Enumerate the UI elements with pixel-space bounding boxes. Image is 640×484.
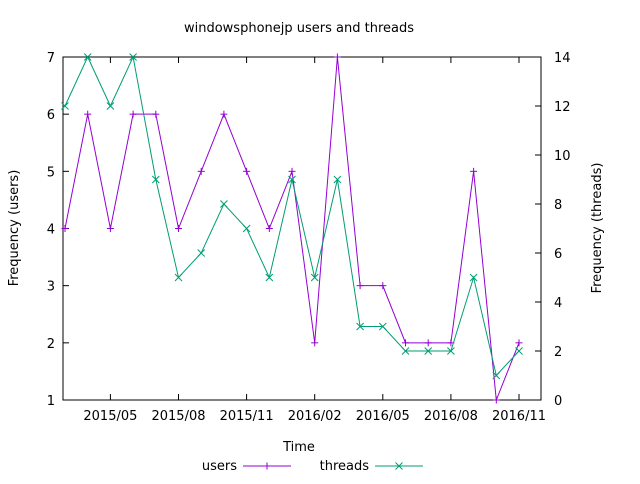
threads-point	[106, 102, 115, 110]
users-point	[311, 339, 319, 347]
threads-point	[515, 347, 523, 355]
plot-frame	[62, 56, 542, 401]
users-point	[152, 110, 160, 118]
legend-label: threads	[320, 459, 370, 474]
users-point	[243, 167, 251, 175]
chart-title: windowsphonejp users and threads	[184, 21, 414, 36]
threads-point	[333, 175, 342, 184]
users-point	[265, 225, 273, 232]
users-point	[197, 167, 205, 175]
threads-point	[197, 249, 206, 257]
y-tick-label: 5	[47, 165, 55, 180]
threads-point	[447, 347, 455, 355]
y2-tick-label: 0	[554, 394, 562, 409]
users-point	[402, 339, 409, 347]
users-point	[470, 167, 478, 175]
threads-line	[64, 55, 520, 377]
threads-point	[265, 273, 274, 282]
y-tick-label: 1	[47, 394, 55, 409]
y2-tick-label: 14	[554, 51, 571, 66]
x-tick-label: 2015/05	[83, 409, 137, 424]
users-point	[356, 282, 364, 290]
users-point	[61, 225, 69, 232]
y2-tick-label: 8	[554, 198, 562, 213]
threads-point	[469, 273, 478, 282]
users-point	[379, 282, 387, 290]
series-threads	[61, 53, 523, 380]
y-tick-label: 6	[47, 108, 55, 123]
users-point	[129, 110, 137, 118]
legend-item-threads: threads	[320, 459, 423, 474]
y-axis-label: Frequency (users)	[7, 170, 22, 287]
y-tick-label: 3	[47, 280, 55, 295]
y-tick-label: 7	[47, 51, 55, 66]
y2-tick-label: 10	[554, 149, 571, 164]
users-point	[288, 167, 296, 175]
y-tick-label: 4	[47, 223, 55, 238]
threads-point	[220, 200, 228, 208]
threads-point	[83, 53, 92, 61]
users-point	[220, 110, 228, 118]
x-axis-label: Time	[282, 440, 315, 455]
threads-point	[151, 175, 160, 184]
y2-tick-label: 2	[554, 345, 562, 360]
threads-point	[401, 347, 410, 355]
users-point	[424, 339, 432, 347]
users-line	[64, 56, 520, 401]
y2-tick-label: 12	[554, 100, 571, 115]
x-tick-label: 2015/08	[151, 409, 205, 424]
users-point	[84, 110, 92, 118]
threads-point	[378, 322, 387, 331]
threads-point	[492, 371, 501, 380]
x-tick-label: 2016/11	[492, 409, 546, 424]
threads-point	[174, 273, 183, 282]
x-tick-label: 2016/05	[356, 409, 410, 424]
x-tick-label: 2016/02	[288, 409, 342, 424]
threads-point	[310, 273, 319, 282]
legend-marker	[263, 462, 271, 470]
legend-item-users: users	[202, 459, 291, 474]
y2-axis-label: Frequency (threads)	[590, 163, 605, 294]
threads-point	[288, 175, 296, 184]
threads-point	[129, 53, 137, 61]
threads-point	[424, 347, 433, 355]
legend-marker	[395, 462, 403, 470]
y-tick-label: 2	[47, 337, 55, 352]
x-tick-label: 2015/11	[220, 409, 274, 424]
threads-point	[61, 102, 69, 110]
y2-tick-label: 4	[554, 296, 562, 311]
series-layer	[61, 53, 523, 404]
threads-point	[356, 322, 364, 331]
legend: users threads	[202, 459, 423, 474]
users-point	[175, 225, 182, 232]
users-point	[515, 339, 523, 347]
y2-tick-label: 6	[554, 247, 562, 262]
users-point	[333, 53, 341, 61]
x-tick-label: 2016/08	[424, 409, 478, 424]
users-point	[492, 396, 500, 404]
users-point	[106, 225, 114, 232]
threads-point	[242, 224, 251, 233]
series-users	[61, 53, 523, 404]
legend-label: users	[202, 459, 237, 474]
